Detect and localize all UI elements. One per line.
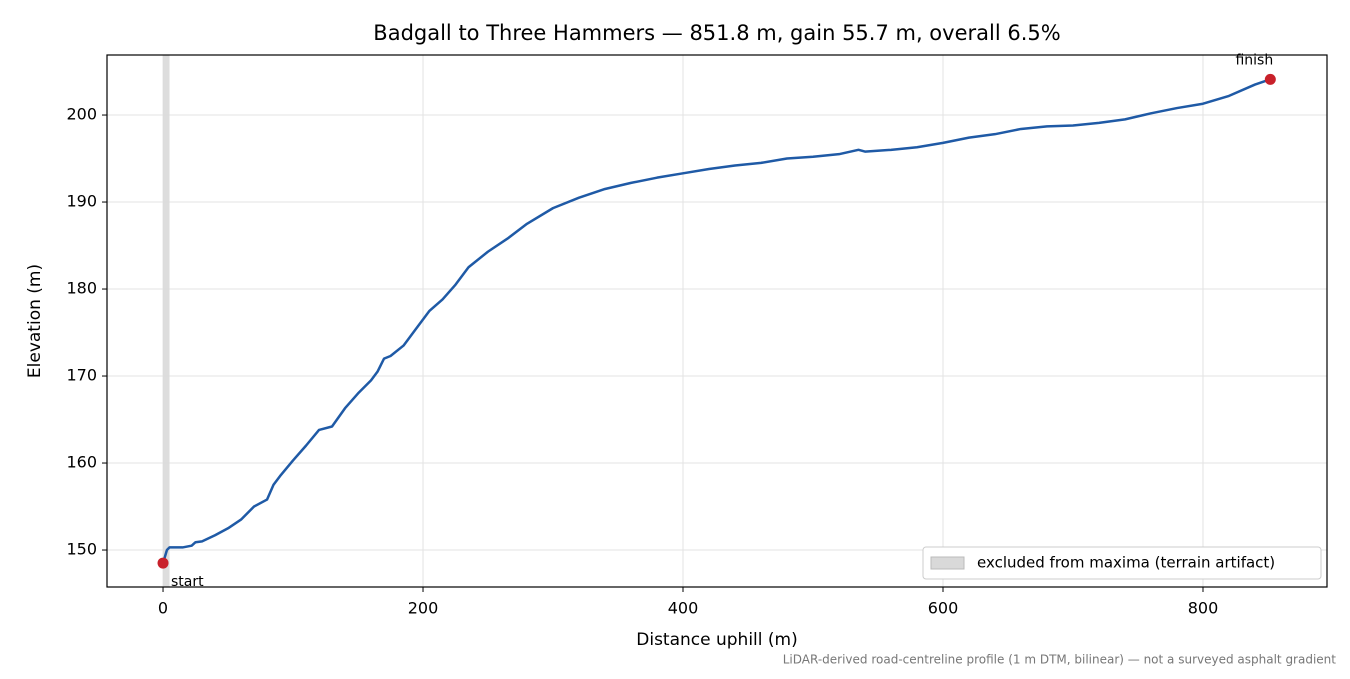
y-axis-label: Elevation (m) [25,264,45,378]
point-marker [1264,73,1276,85]
x-tick-label: 200 [408,599,439,618]
marker-label: start [171,574,204,590]
x-tick-label: 800 [1188,599,1219,618]
legend-box [922,546,1322,580]
point-marker [157,557,169,569]
marker-label: finish [1235,52,1273,68]
y-tick-label: 160 [66,453,97,472]
chart-title: Badgall to Three Hammers — 851.8 m, gain… [373,21,1060,45]
y-tick-label: 170 [66,366,97,385]
x-axis-label: Distance uphill (m) [636,630,797,650]
x-tick-label: 600 [928,599,959,618]
elevation-line [161,78,1271,564]
legend-label: excluded from maxima (terrain artifact) [977,554,1275,572]
footnote: LiDAR-derived road-centreline profile (1… [783,653,1337,667]
excluded-span [163,55,170,587]
y-tick-label: 180 [66,279,97,298]
legend-swatch [930,556,965,570]
x-tick-label: 0 [158,599,168,618]
y-tick-label: 150 [66,540,97,559]
plot-frame [106,54,1328,588]
x-tick-label: 400 [668,599,699,618]
y-tick-label: 200 [66,105,97,124]
y-tick-label: 190 [66,192,97,211]
